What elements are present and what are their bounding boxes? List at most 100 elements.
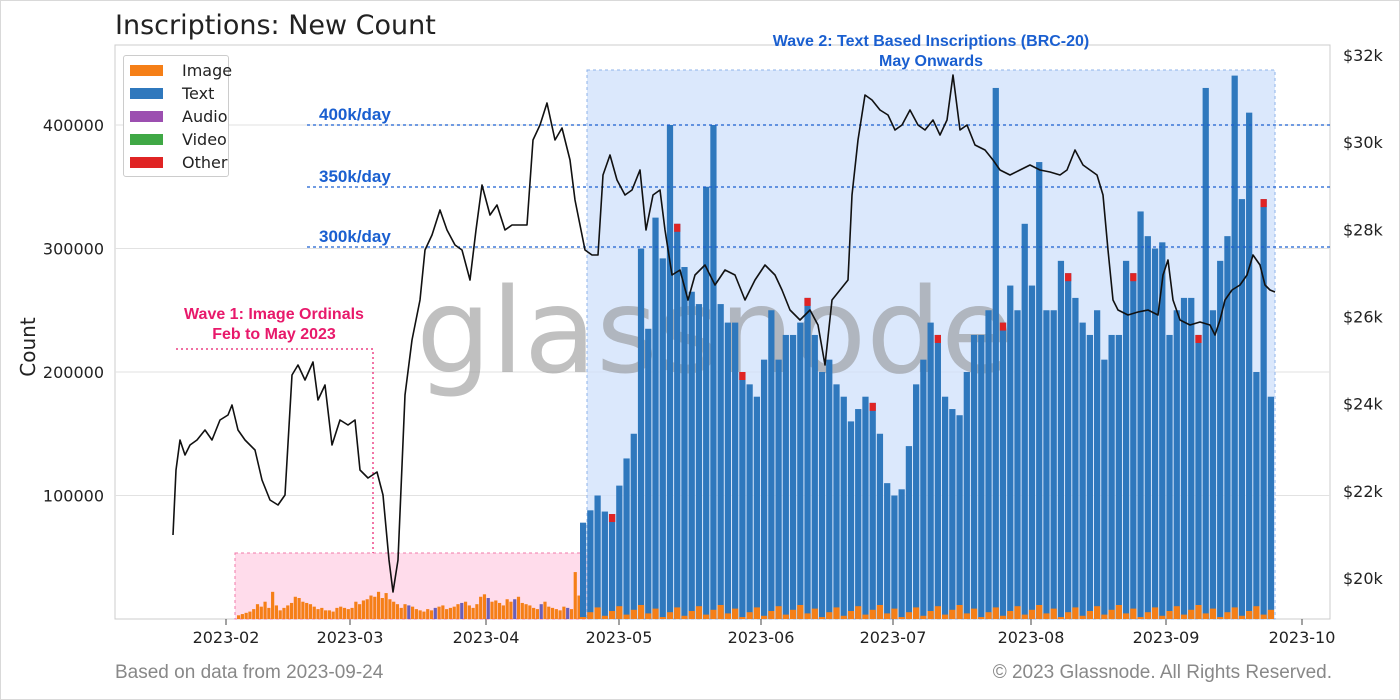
bar-text-image-part	[637, 605, 645, 619]
bar-image	[248, 611, 252, 619]
bar-text-image-part	[1253, 606, 1260, 619]
bar-text-image-part	[1159, 615, 1166, 619]
bar-text	[1028, 285, 1036, 619]
bar-text	[623, 458, 630, 619]
bar-image	[395, 604, 400, 619]
y2-tick-label: $24k	[1343, 395, 1384, 414]
bar-image	[535, 609, 540, 619]
bar-text-image-part	[1180, 614, 1188, 619]
bar-text	[956, 415, 963, 619]
bar-text-image-part	[1072, 607, 1079, 619]
bar-text	[999, 322, 1007, 619]
wave1-annotation-line2: Feb to May 2023	[212, 326, 336, 343]
bar-text-image-part	[1144, 612, 1151, 619]
legend-label-image: Image	[182, 61, 233, 80]
bar-text-image-part	[869, 609, 876, 619]
bar-text-image-part	[674, 607, 681, 619]
bar-image	[566, 607, 570, 619]
chart-title: Inscriptions: New Count	[115, 10, 436, 41]
bar-image	[312, 606, 316, 619]
bar-text-image-part	[992, 607, 999, 619]
bar-text	[1166, 334, 1173, 619]
bar-text-image-part	[1246, 611, 1253, 619]
reference-line-label: 400k/day	[319, 105, 391, 124]
bar-image	[482, 594, 487, 619]
bar-text-image-part	[862, 614, 869, 619]
bar-image	[376, 591, 381, 619]
bar-text	[862, 396, 869, 619]
bar-text	[1101, 359, 1108, 619]
bar-image	[282, 607, 286, 619]
bar-text	[616, 485, 623, 619]
bar-text-image-part	[1166, 611, 1173, 619]
bar-text-image-part	[956, 605, 963, 619]
bar-text	[587, 510, 594, 619]
bar-text	[833, 384, 840, 619]
wave2-annotation-line1: Wave 2: Text Based Inscriptions (BRC-20)	[773, 33, 1090, 50]
bar-text-image-part	[1014, 606, 1021, 619]
bar-text-image-part	[811, 608, 818, 619]
bar-text-image-part	[826, 612, 833, 619]
bar-image	[516, 596, 521, 619]
y-tick-label: 300000	[43, 240, 104, 259]
bar-text-image-part	[1173, 606, 1180, 619]
bar-text	[905, 446, 913, 619]
bar-image	[475, 604, 479, 619]
bar-image	[331, 611, 335, 619]
bar-image	[297, 598, 301, 619]
y2-tick-label: $20k	[1343, 569, 1384, 588]
bar-text	[1079, 322, 1086, 619]
bar-text-image-part	[920, 615, 927, 619]
bar-text	[978, 334, 985, 619]
bar-other-part	[674, 223, 681, 232]
y2-tick-label: $22k	[1343, 482, 1384, 501]
bar-image	[346, 609, 350, 619]
bar-text	[804, 297, 811, 619]
bar-image	[520, 602, 524, 619]
bar-text	[1122, 260, 1130, 619]
bar-image	[479, 596, 483, 619]
bar-image	[407, 605, 411, 619]
bar-image	[369, 595, 373, 619]
legend-swatch-text	[130, 88, 163, 99]
bar-image	[460, 602, 464, 619]
bar-text-image-part	[876, 605, 884, 619]
bar-text	[855, 409, 862, 619]
bar-text-image-part	[580, 617, 587, 619]
bar-text	[840, 396, 847, 619]
bar-text	[1036, 162, 1043, 620]
bar-image	[286, 605, 290, 619]
bar-image	[433, 607, 437, 619]
bar-image	[350, 607, 354, 619]
bar-text-image-part	[616, 606, 623, 619]
bar-image	[384, 593, 388, 619]
bar-text	[876, 433, 884, 619]
bar-image	[267, 607, 271, 619]
legend: Image Text Audio Video Other	[123, 55, 233, 177]
bar-image	[490, 601, 494, 619]
bar-image	[414, 609, 418, 619]
bar-text	[869, 402, 876, 619]
bar-text	[1159, 242, 1166, 619]
bar-image	[498, 602, 502, 619]
bar-text-image-part	[970, 608, 978, 619]
legend-label-other: Other	[182, 153, 228, 172]
footer-copyright: © 2023 Glassnode. All Rights Reserved.	[992, 662, 1332, 683]
bar-image	[562, 606, 566, 619]
bar-text-image-part	[1267, 609, 1274, 619]
bar-text	[753, 396, 760, 619]
bar-text-image-part	[1036, 605, 1043, 619]
bar-text-image-part	[695, 606, 703, 619]
bar-text	[898, 489, 905, 619]
bar-image	[278, 610, 282, 619]
bar-text	[1253, 372, 1260, 619]
bar-image	[505, 599, 509, 619]
bar-text	[1065, 273, 1072, 619]
bar-image	[342, 607, 347, 619]
bar-text	[1108, 334, 1115, 619]
bar-text-image-part	[789, 609, 797, 619]
bar-text	[891, 495, 898, 619]
bar-text	[681, 267, 688, 619]
bar-image	[308, 604, 313, 619]
bar-text-image-part	[710, 609, 717, 619]
